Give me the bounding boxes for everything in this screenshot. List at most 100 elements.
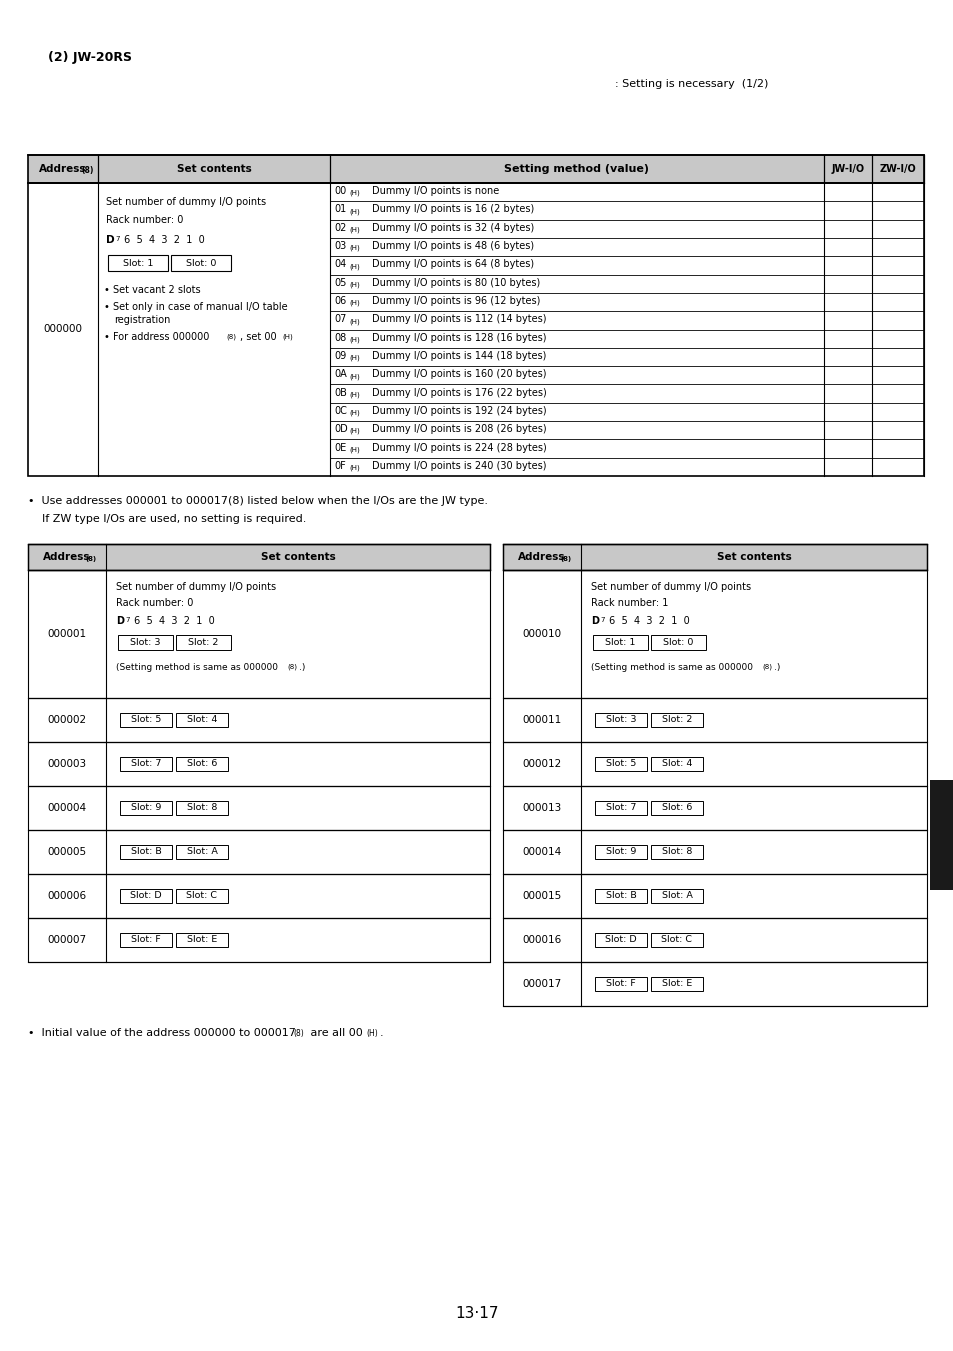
Bar [28,155,923,182]
Text: Dummy I/O points is 208 (26 bytes): Dummy I/O points is 208 (26 bytes) [372,424,546,434]
Text: are all 00: are all 00 [307,1028,362,1038]
Text: Dummy I/O points is 128 (16 bytes): Dummy I/O points is 128 (16 bytes) [372,332,546,343]
Text: Set contents: Set contents [716,553,791,562]
Bar [650,977,702,992]
Bar [502,786,926,830]
Bar [120,713,172,727]
Text: 000015: 000015 [522,892,561,901]
Text: Slot: B: Slot: B [605,892,636,901]
Text: 0F: 0F [334,461,345,471]
Bar [120,934,172,947]
Bar [175,757,228,771]
Text: Slot: B: Slot: B [131,847,161,857]
Bar [28,874,490,917]
Text: 000004: 000004 [48,802,87,813]
Bar [28,742,490,786]
Text: Address: Address [43,553,91,562]
Text: 000003: 000003 [48,759,87,769]
Text: Rack number: 0: Rack number: 0 [116,598,193,608]
Text: Set contents: Set contents [260,553,335,562]
Text: 6  5  4  3  2  1  0: 6 5 4 3 2 1 0 [121,235,205,245]
Text: Slot: 7: Slot: 7 [131,759,161,769]
Bar [28,917,490,962]
Text: .): .) [298,663,305,671]
Bar [175,889,228,902]
Text: 000016: 000016 [522,935,561,944]
Text: Slot: 2: Slot: 2 [661,716,692,724]
Text: Slot: A: Slot: A [660,892,692,901]
Text: (H): (H) [349,355,359,361]
Text: 04: 04 [334,259,346,269]
Bar [929,780,953,890]
Text: (Setting method is same as 000000: (Setting method is same as 000000 [116,663,277,671]
Bar [502,544,926,570]
Bar [593,635,647,650]
Bar [502,570,926,698]
Text: 01: 01 [334,204,346,215]
Text: •  Initial value of the address 000000 to 000017: • Initial value of the address 000000 to… [28,1028,295,1038]
Text: Slot: 4: Slot: 4 [661,759,692,769]
Text: Dummy I/O points is 176 (22 bytes): Dummy I/O points is 176 (22 bytes) [372,388,546,397]
Text: (H): (H) [349,263,359,270]
Text: Dummy I/O points is 240 (30 bytes): Dummy I/O points is 240 (30 bytes) [372,461,546,471]
Text: 0C: 0C [334,405,347,416]
Text: Slot: E: Slot: E [187,935,217,944]
Text: Slot: 5: Slot: 5 [605,759,636,769]
Text: Slot: F: Slot: F [605,979,636,989]
Text: 000012: 000012 [522,759,561,769]
Text: Set number of dummy I/O points: Set number of dummy I/O points [590,582,750,592]
Text: Slot: E: Slot: E [661,979,691,989]
Text: Slot: 0: Slot: 0 [186,258,216,267]
Text: Setting method (value): Setting method (value) [504,163,649,174]
Text: Slot: 8: Slot: 8 [187,804,217,812]
Text: D: D [116,616,124,626]
Text: Dummy I/O points is 192 (24 bytes): Dummy I/O points is 192 (24 bytes) [372,405,546,416]
Bar [120,889,172,902]
Bar [595,801,646,815]
Bar [171,255,231,272]
Text: Slot: 4: Slot: 4 [187,716,217,724]
Text: (H): (H) [282,332,293,339]
Bar [595,934,646,947]
Bar [595,977,646,992]
Text: Rack number: 0: Rack number: 0 [106,215,183,226]
Text: Slot: 3: Slot: 3 [605,716,636,724]
Text: • For address 000000: • For address 000000 [104,332,209,342]
Text: 000001: 000001 [48,630,87,639]
Bar [502,830,926,874]
Text: 0B: 0B [334,388,347,397]
Text: 7: 7 [115,236,119,242]
Text: 0E: 0E [334,443,346,453]
Text: 000011: 000011 [522,715,561,725]
Text: Dummy I/O points is 80 (10 bytes): Dummy I/O points is 80 (10 bytes) [372,278,539,288]
Bar [28,786,490,830]
Text: D: D [106,235,114,245]
Text: 000017: 000017 [522,979,561,989]
Text: (H): (H) [349,190,359,196]
Bar [502,917,926,962]
Text: Slot: 6: Slot: 6 [661,804,692,812]
Text: Dummy I/O points is 48 (6 bytes): Dummy I/O points is 48 (6 bytes) [372,240,534,251]
Text: • Set vacant 2 slots: • Set vacant 2 slots [104,285,200,295]
Bar [650,801,702,815]
Text: Set number of dummy I/O points: Set number of dummy I/O points [106,197,266,207]
Bar [108,255,168,272]
Text: (H): (H) [349,409,359,416]
Bar [502,698,926,742]
Bar [650,757,702,771]
Text: Slot: 1: Slot: 1 [123,258,153,267]
Text: Slot: 8: Slot: 8 [661,847,692,857]
Text: Address: Address [39,163,87,174]
Text: registration: registration [113,315,171,326]
Text: 000007: 000007 [48,935,87,944]
Text: 000000: 000000 [44,324,82,335]
Text: (Setting method is same as 000000: (Setting method is same as 000000 [590,663,752,671]
Text: Dummy I/O points is 16 (2 bytes): Dummy I/O points is 16 (2 bytes) [372,204,534,215]
Text: (H): (H) [349,428,359,435]
Text: D: D [590,616,598,626]
Bar [175,934,228,947]
Text: Dummy I/O points is 112 (14 bytes): Dummy I/O points is 112 (14 bytes) [372,315,546,324]
Text: (H): (H) [349,373,359,380]
Bar [175,844,228,859]
Text: (8): (8) [293,1029,303,1038]
